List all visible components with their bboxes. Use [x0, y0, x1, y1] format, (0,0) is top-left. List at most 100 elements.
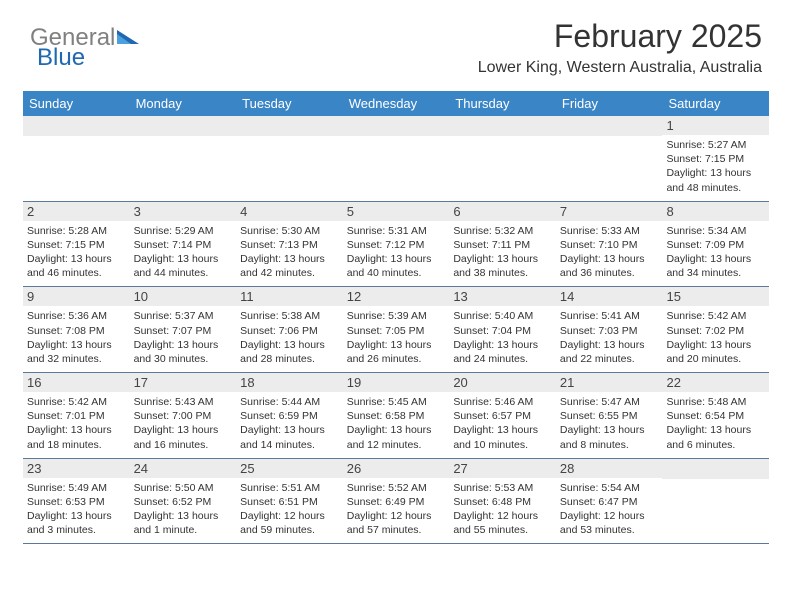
- sunset: Sunset: 7:15 PM: [27, 238, 126, 252]
- day-number: 27: [449, 459, 556, 478]
- day-number: 17: [130, 373, 237, 392]
- day-number: [23, 116, 130, 136]
- sun-info: Sunrise: 5:38 AMSunset: 7:06 PMDaylight:…: [240, 309, 339, 366]
- day-number: 2: [23, 202, 130, 221]
- day-cell: 12Sunrise: 5:39 AMSunset: 7:05 PMDayligh…: [343, 287, 450, 372]
- sun-info: Sunrise: 5:27 AMSunset: 7:15 PMDaylight:…: [666, 138, 765, 195]
- day-number: 5: [343, 202, 450, 221]
- sunrise: Sunrise: 5:53 AM: [453, 481, 552, 495]
- sun-info: Sunrise: 5:31 AMSunset: 7:12 PMDaylight:…: [347, 224, 446, 281]
- daylight: Daylight: 13 hours and 26 minutes.: [347, 338, 446, 366]
- day-number: [236, 116, 343, 136]
- sunrise: Sunrise: 5:36 AM: [27, 309, 126, 323]
- week-row: 23Sunrise: 5:49 AMSunset: 6:53 PMDayligh…: [23, 459, 769, 545]
- sunset: Sunset: 7:03 PM: [560, 324, 659, 338]
- day-cell: 23Sunrise: 5:49 AMSunset: 6:53 PMDayligh…: [23, 459, 130, 544]
- day-number: 4: [236, 202, 343, 221]
- day-cell: 25Sunrise: 5:51 AMSunset: 6:51 PMDayligh…: [236, 459, 343, 544]
- sun-info: Sunrise: 5:32 AMSunset: 7:11 PMDaylight:…: [453, 224, 552, 281]
- daylight: Daylight: 12 hours and 57 minutes.: [347, 509, 446, 537]
- sun-info: Sunrise: 5:29 AMSunset: 7:14 PMDaylight:…: [134, 224, 233, 281]
- day-cell: 16Sunrise: 5:42 AMSunset: 7:01 PMDayligh…: [23, 373, 130, 458]
- day-number: 12: [343, 287, 450, 306]
- sunset: Sunset: 6:49 PM: [347, 495, 446, 509]
- day-cell: 22Sunrise: 5:48 AMSunset: 6:54 PMDayligh…: [662, 373, 769, 458]
- day-cell: 2Sunrise: 5:28 AMSunset: 7:15 PMDaylight…: [23, 202, 130, 287]
- daylight: Daylight: 13 hours and 22 minutes.: [560, 338, 659, 366]
- sun-info: Sunrise: 5:37 AMSunset: 7:07 PMDaylight:…: [134, 309, 233, 366]
- day-number: [343, 116, 450, 136]
- day-cell: [130, 116, 237, 201]
- daylight: Daylight: 13 hours and 44 minutes.: [134, 252, 233, 280]
- sun-info: Sunrise: 5:42 AMSunset: 7:02 PMDaylight:…: [666, 309, 765, 366]
- sunset: Sunset: 7:05 PM: [347, 324, 446, 338]
- daylight: Daylight: 12 hours and 59 minutes.: [240, 509, 339, 537]
- day-cell: 8 Sunrise: 5:34 AMSunset: 7:09 PMDaylight…: [662, 202, 769, 287]
- week-row: 9Sunrise: 5:36 AMSunset: 7:08 PMDaylight…: [23, 287, 769, 373]
- weeks-container: 1Sunrise: 5:27 AMSunset: 7:15 PMDaylight…: [23, 116, 769, 544]
- sunset: Sunset: 7:01 PM: [27, 409, 126, 423]
- day-number: 19: [343, 373, 450, 392]
- daylight: Daylight: 13 hours and 10 minutes.: [453, 423, 552, 451]
- sunset: Sunset: 6:59 PM: [240, 409, 339, 423]
- sunset: Sunset: 7:06 PM: [240, 324, 339, 338]
- sunset: Sunset: 6:52 PM: [134, 495, 233, 509]
- day-number: 1: [662, 116, 769, 135]
- sunrise: Sunrise: 5:29 AM: [134, 224, 233, 238]
- sunrise: Sunrise: 5:32 AM: [453, 224, 552, 238]
- sunset: Sunset: 6:57 PM: [453, 409, 552, 423]
- sunrise: Sunrise: 5:33 AM: [560, 224, 659, 238]
- sunrise: Sunrise: 5:37 AM: [134, 309, 233, 323]
- sunrise: Sunrise: 5:49 AM: [27, 481, 126, 495]
- day-header: Wednesday: [343, 91, 450, 116]
- sunset: Sunset: 6:54 PM: [666, 409, 765, 423]
- sunset: Sunset: 6:58 PM: [347, 409, 446, 423]
- sunrise: Sunrise: 5:52 AM: [347, 481, 446, 495]
- day-cell: 15 Sunrise: 5:42 AMSunset: 7:02 PMDayligh…: [662, 287, 769, 372]
- sunset: Sunset: 7:04 PM: [453, 324, 552, 338]
- day-cell: 27 Sunrise: 5:53 AMSunset: 6:48 PMDayligh…: [449, 459, 556, 544]
- sunset: Sunset: 7:09 PM: [666, 238, 765, 252]
- day-number: 25: [236, 459, 343, 478]
- sunrise: Sunrise: 5:34 AM: [666, 224, 765, 238]
- day-header: Saturday: [662, 91, 769, 116]
- day-cell: 5 Sunrise: 5:31 AMSunset: 7:12 PMDaylight…: [343, 202, 450, 287]
- week-row: 2Sunrise: 5:28 AMSunset: 7:15 PMDaylight…: [23, 202, 769, 288]
- daylight: Daylight: 13 hours and 34 minutes.: [666, 252, 765, 280]
- daylight: Daylight: 13 hours and 42 minutes.: [240, 252, 339, 280]
- sunrise: Sunrise: 5:42 AM: [666, 309, 765, 323]
- day-number: 15: [662, 287, 769, 306]
- day-cell: [23, 116, 130, 201]
- sunset: Sunset: 6:47 PM: [560, 495, 659, 509]
- day-header: Tuesday: [236, 91, 343, 116]
- daylight: Daylight: 13 hours and 3 minutes.: [27, 509, 126, 537]
- day-header: Sunday: [23, 91, 130, 116]
- sun-info: Sunrise: 5:42 AMSunset: 7:01 PMDaylight:…: [27, 395, 126, 452]
- day-number: 11: [236, 287, 343, 306]
- day-number: [556, 116, 663, 136]
- sunrise: Sunrise: 5:44 AM: [240, 395, 339, 409]
- day-number: 8: [662, 202, 769, 221]
- daylight: Daylight: 13 hours and 32 minutes.: [27, 338, 126, 366]
- sunset: Sunset: 7:08 PM: [27, 324, 126, 338]
- sunset: Sunset: 7:10 PM: [560, 238, 659, 252]
- day-number: 7: [556, 202, 663, 221]
- day-number: 13: [449, 287, 556, 306]
- sunrise: Sunrise: 5:27 AM: [666, 138, 765, 152]
- sunset: Sunset: 7:11 PM: [453, 238, 552, 252]
- location: Lower King, Western Australia, Australia: [478, 59, 762, 77]
- sun-info: Sunrise: 5:49 AMSunset: 6:53 PMDaylight:…: [27, 481, 126, 538]
- sunset: Sunset: 7:07 PM: [134, 324, 233, 338]
- sunrise: Sunrise: 5:42 AM: [27, 395, 126, 409]
- sun-info: Sunrise: 5:36 AMSunset: 7:08 PMDaylight:…: [27, 309, 126, 366]
- sun-info: Sunrise: 5:48 AMSunset: 6:54 PMDaylight:…: [666, 395, 765, 452]
- sunrise: Sunrise: 5:43 AM: [134, 395, 233, 409]
- sun-info: Sunrise: 5:52 AMSunset: 6:49 PMDaylight:…: [347, 481, 446, 538]
- sunrise: Sunrise: 5:40 AM: [453, 309, 552, 323]
- day-number: 9: [23, 287, 130, 306]
- sunrise: Sunrise: 5:50 AM: [134, 481, 233, 495]
- sun-info: Sunrise: 5:53 AMSunset: 6:48 PMDaylight:…: [453, 481, 552, 538]
- daylight: Daylight: 13 hours and 48 minutes.: [666, 166, 765, 194]
- day-cell: 28Sunrise: 5:54 AMSunset: 6:47 PMDayligh…: [556, 459, 663, 544]
- calendar: SundayMondayTuesdayWednesdayThursdayFrid…: [23, 91, 769, 544]
